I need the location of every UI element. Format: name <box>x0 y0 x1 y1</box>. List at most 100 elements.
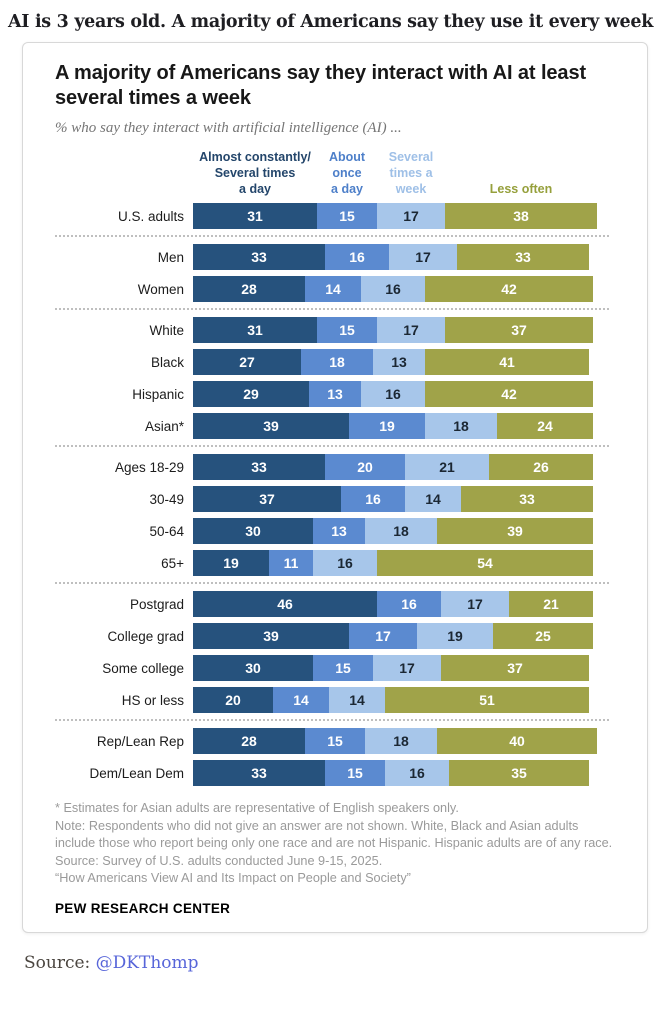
bar-segment-series-2: 16 <box>313 550 377 576</box>
bar-segment-series-1: 16 <box>341 486 405 512</box>
bar-segment-series-0: 31 <box>193 203 317 229</box>
bar-segment-series-0: 20 <box>193 687 273 713</box>
row-label: HS or less <box>121 692 184 708</box>
bar-segment-series-2: 21 <box>405 454 489 480</box>
bar-segment-series-3: 25 <box>493 623 593 649</box>
column-header-line: week <box>395 182 427 196</box>
bar-stack: 20 14 14 51 <box>193 687 589 713</box>
chart-row: Black 27 18 13 41 <box>55 349 619 375</box>
bar-stack: 33 15 16 35 <box>193 760 589 786</box>
row-label: Black <box>150 354 184 370</box>
bar-segment-series-2: 14 <box>329 687 385 713</box>
chart-rows: U.S. adults 31 15 17 38 Men 33 16 17 33 Women 28 14 1… <box>55 203 619 786</box>
row-label: 50-64 <box>149 523 184 539</box>
bar-segment-series-0: 28 <box>193 728 305 754</box>
bar-segment-series-2: 17 <box>389 244 457 270</box>
column-header-line: times a <box>389 166 433 180</box>
chart-row: 30-49 37 16 14 33 <box>55 486 619 512</box>
bar-segment-series-2: 16 <box>361 381 425 407</box>
bar-segment-series-0: 28 <box>193 276 305 302</box>
group-separator <box>55 582 609 584</box>
bar-segment-series-1: 11 <box>269 550 313 576</box>
row-label: Hispanic <box>132 386 184 402</box>
bar-segment-series-0: 39 <box>193 413 349 439</box>
chart: Almost constantly/Several times a day Abou… <box>55 149 619 786</box>
row-label: Dem/Lean Dem <box>89 765 184 781</box>
bar-segment-series-1: 16 <box>377 591 441 617</box>
bar-stack: 46 16 17 21 <box>193 591 593 617</box>
bar-segment-series-2: 17 <box>377 317 445 343</box>
bar-stack: 29 13 16 42 <box>193 381 593 407</box>
brand-label: PEW RESEARCH CENTER <box>55 900 231 916</box>
bar-segment-series-1: 13 <box>309 381 361 407</box>
chart-row: Asian* 39 19 18 24 <box>55 413 619 439</box>
chart-row: Dem/Lean Dem 33 15 16 35 <box>55 760 619 786</box>
bar-stack: 39 17 19 25 <box>193 623 593 649</box>
row-label: U.S. adults <box>117 208 184 224</box>
bar-segment-series-3: 35 <box>449 760 589 786</box>
row-label: 30-49 <box>149 491 184 507</box>
bar-segment-series-0: 27 <box>193 349 301 375</box>
row-label: Asian* <box>144 418 184 434</box>
chart-column-headers: Almost constantly/Several times a day Abou… <box>193 149 619 197</box>
chart-row: Hispanic 29 13 16 42 <box>55 381 619 407</box>
page-footer: Source: @DKThomp <box>24 953 670 973</box>
bar-segment-series-2: 16 <box>361 276 425 302</box>
bar-segment-series-3: 26 <box>489 454 593 480</box>
bar-stack: 28 14 16 42 <box>193 276 593 302</box>
bar-segment-series-0: 19 <box>193 550 269 576</box>
bar-segment-series-1: 13 <box>313 518 365 544</box>
bar-segment-series-2: 17 <box>373 655 441 681</box>
bar-segment-series-1: 15 <box>317 317 377 343</box>
bar-segment-series-1: 15 <box>313 655 373 681</box>
row-label: Postgrad <box>129 596 184 612</box>
chart-subtitle: % who say they interact with artificial … <box>55 120 402 136</box>
column-header-1: About once a day <box>317 149 377 197</box>
chart-row: Women 28 14 16 42 <box>55 276 619 302</box>
bar-segment-series-3: 24 <box>497 413 593 439</box>
chart-row: Men 33 16 17 33 <box>55 244 619 270</box>
source-link[interactable]: @DKThomp <box>95 952 199 973</box>
bar-stack: 33 20 21 26 <box>193 454 593 480</box>
chart-row: Postgrad 46 16 17 21 <box>55 591 619 617</box>
footnote-line: “How Americans View AI and Its Impact on… <box>55 871 411 886</box>
column-header-line: Several times <box>214 166 296 180</box>
column-header-line: Almost constantly/ <box>199 150 311 164</box>
bar-segment-series-1: 15 <box>317 203 377 229</box>
chart-row: White 31 15 17 37 <box>55 317 619 343</box>
bar-segment-series-1: 15 <box>325 760 385 786</box>
bar-segment-series-3: 40 <box>437 728 597 754</box>
bar-stack: 30 13 18 39 <box>193 518 593 544</box>
bar-segment-series-1: 19 <box>349 413 425 439</box>
column-header-0: Almost constantly/Several times a day <box>193 149 317 197</box>
bar-stack: 27 18 13 41 <box>193 349 589 375</box>
bar-segment-series-0: 30 <box>193 518 313 544</box>
column-header-line: a day <box>239 182 271 196</box>
bar-stack: 31 15 17 37 <box>193 317 593 343</box>
bar-segment-series-2: 18 <box>365 518 437 544</box>
group-separator <box>55 235 609 237</box>
column-header-line: Several <box>388 150 434 164</box>
bar-segment-series-1: 16 <box>325 244 389 270</box>
bar-segment-series-0: 30 <box>193 655 313 681</box>
footnote-line: Note: Respondents who did not give an an… <box>55 818 613 851</box>
bar-segment-series-1: 17 <box>349 623 417 649</box>
bar-segment-series-3: 38 <box>445 203 597 229</box>
bar-segment-series-3: 39 <box>437 518 593 544</box>
bar-segment-series-0: 31 <box>193 317 317 343</box>
row-label: Rep/Lean Rep <box>96 733 184 749</box>
bar-segment-series-2: 16 <box>385 760 449 786</box>
bar-segment-series-3: 51 <box>385 687 589 713</box>
bar-segment-series-0: 33 <box>193 760 325 786</box>
row-label: Ages 18-29 <box>114 459 184 475</box>
bar-segment-series-2: 17 <box>377 203 445 229</box>
page-headline: AI is 3 years old. A majority of America… <box>8 12 654 32</box>
column-header-3: Less often <box>445 181 597 197</box>
bar-segment-series-2: 17 <box>441 591 509 617</box>
row-label: 65+ <box>161 555 184 571</box>
group-separator <box>55 719 609 721</box>
bar-segment-series-0: 39 <box>193 623 349 649</box>
chart-row: College grad 39 17 19 25 <box>55 623 619 649</box>
bar-segment-series-1: 20 <box>325 454 405 480</box>
group-separator <box>55 308 609 310</box>
